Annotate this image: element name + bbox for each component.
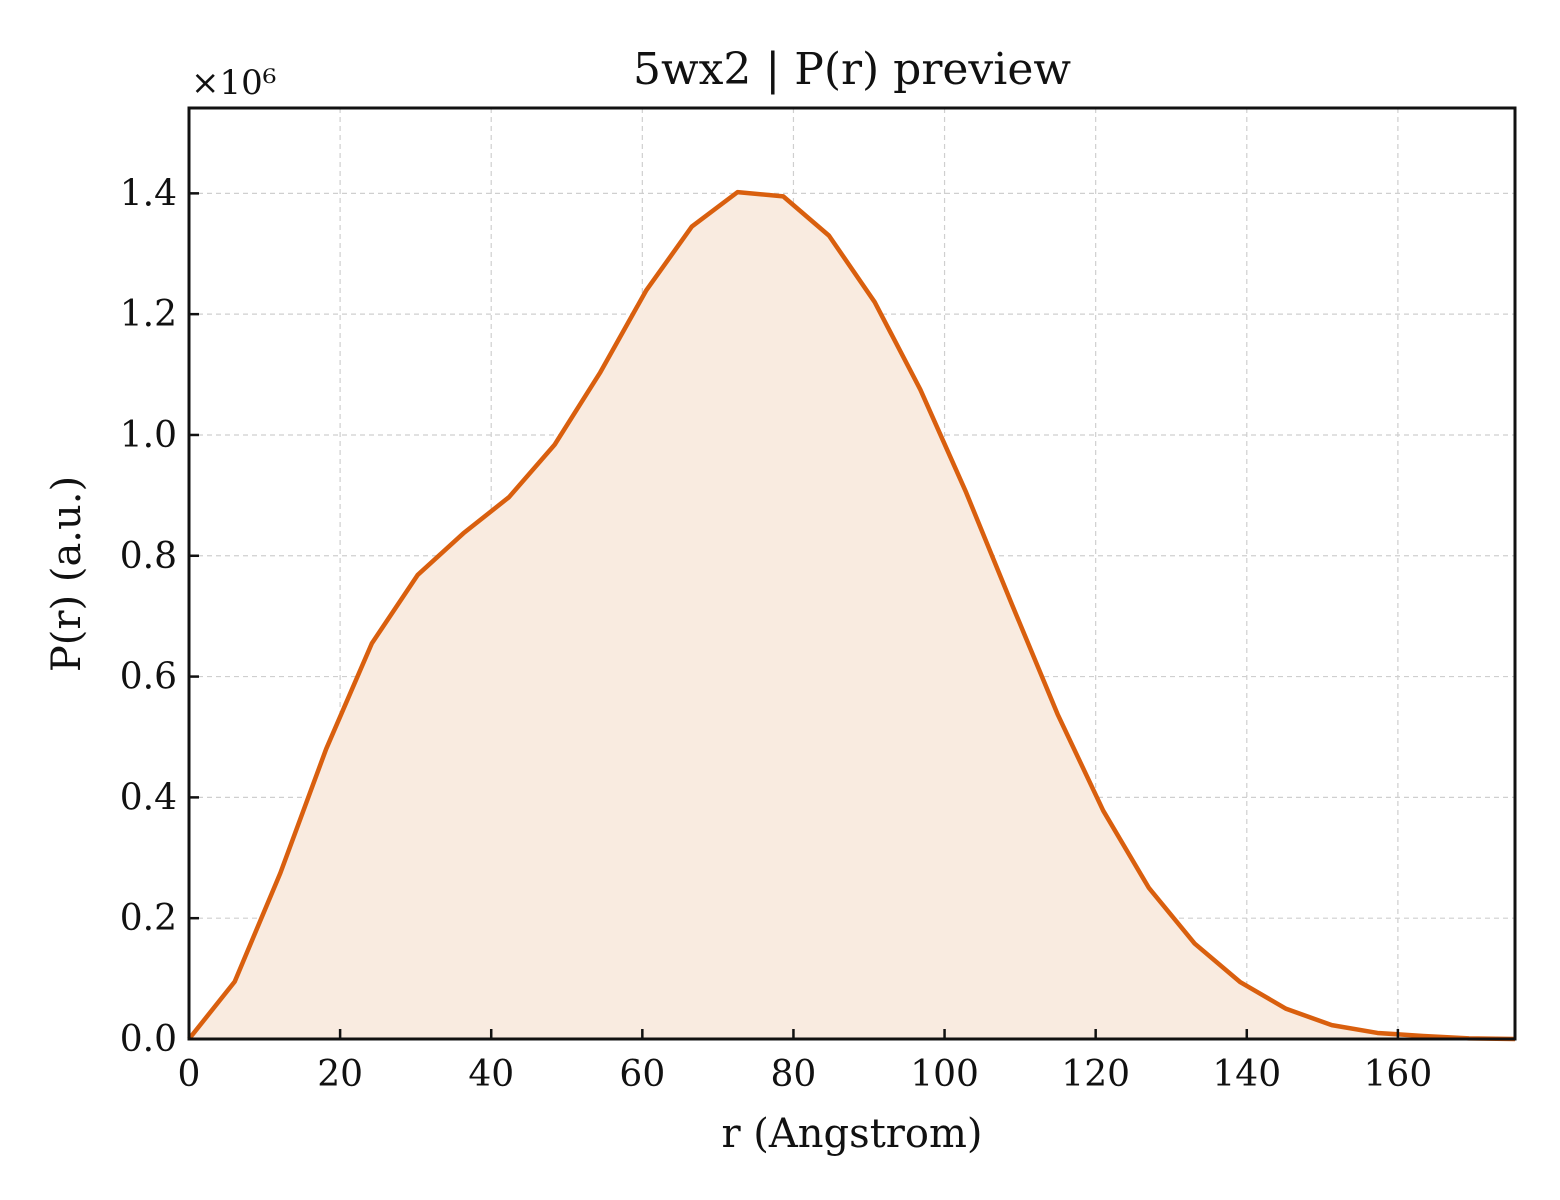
y-tick-label: 1.4: [120, 173, 177, 214]
x-tick-label: 40: [468, 1054, 514, 1095]
x-tick-label: 60: [619, 1054, 665, 1095]
x-tick-label: 160: [1364, 1054, 1433, 1095]
x-tick-label: 120: [1061, 1054, 1130, 1095]
x-tick-label: 20: [317, 1054, 363, 1095]
x-tick-label: 100: [910, 1054, 979, 1095]
y-tick-label: 0.0: [120, 1019, 177, 1060]
y-tick-label: 1.2: [120, 294, 177, 335]
y-axis-label: P(r) (a.u.): [44, 476, 90, 672]
y-multiplier: ×10⁶: [191, 63, 276, 103]
y-tick-label: 0.8: [120, 536, 177, 577]
y-tick-label: 1.0: [120, 415, 177, 456]
series-line: [187, 189, 1516, 1042]
x-tick-label: 0: [178, 1054, 201, 1095]
plot-frame: [187, 106, 1517, 1041]
x-tick-label: 140: [1212, 1054, 1281, 1095]
y-tick-label: 0.4: [120, 777, 177, 818]
x-tick-label: 80: [771, 1054, 817, 1095]
area-fill: [189, 192, 1515, 1039]
x-axis-label: r (Angstrom): [721, 1111, 982, 1157]
y-tick-label: 0.6: [120, 657, 177, 698]
axis-ticks: 0 20 40 60 80 100 120 140 160 0.0 0.2 0.4 0.6 0.8 1.0 1…: [120, 173, 1433, 1095]
y-tick-label: 0.2: [120, 898, 177, 939]
chart-title: 5wx2 | P(r) preview: [633, 44, 1071, 95]
